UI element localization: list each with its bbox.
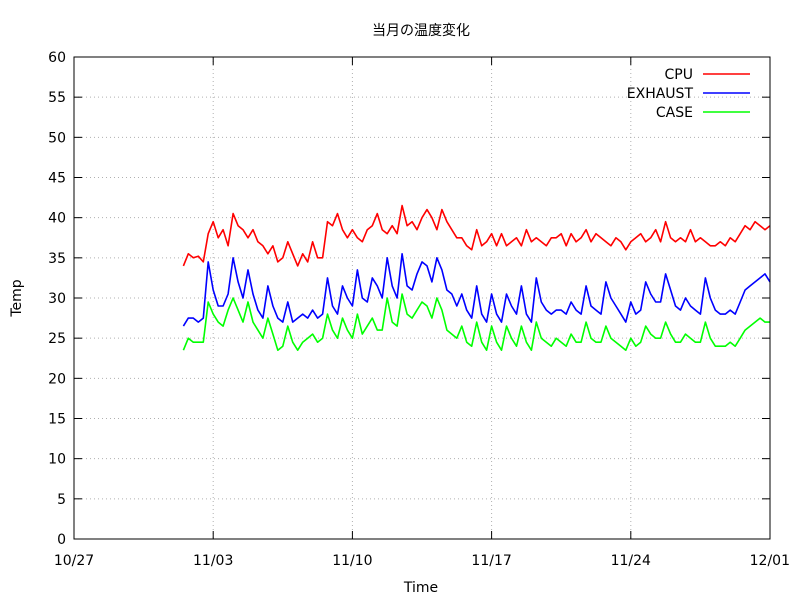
legend-label: EXHAUST [627, 86, 694, 102]
y-tick-label: 20 [48, 371, 66, 387]
y-tick-labels: 0 5 10 15 20 25 30 35 40 45 50 55 60 [48, 50, 66, 548]
y-axis-title: Temp [9, 279, 25, 317]
chart-title: 当月の温度変化 [372, 22, 470, 39]
series-lines [182, 204, 771, 352]
y-tick-label: 45 [48, 171, 66, 187]
x-tick-label: 11/10 [332, 553, 372, 569]
x-tick-labels: 10/27 11/03 11/10 11/17 11/24 12/01 [54, 553, 790, 569]
series-line-case [182, 293, 770, 352]
axis-ticks [73, 56, 771, 540]
x-tick-label: 12/01 [750, 553, 790, 569]
series-line-exhaust [182, 253, 771, 327]
y-tick-label: 10 [48, 452, 66, 468]
x-tick-label: 11/03 [193, 553, 233, 569]
y-tick-label: 25 [48, 331, 66, 347]
y-tick-label: 35 [48, 251, 66, 267]
y-tick-label: 40 [48, 211, 66, 227]
x-tick-label: 10/27 [54, 553, 94, 569]
y-tick-label: 50 [48, 130, 66, 146]
y-tick-label: 15 [48, 412, 66, 428]
x-tick-label: 11/24 [611, 553, 651, 569]
legend: CPU EXHAUST CASE [627, 67, 750, 121]
legend-label: CASE [656, 105, 693, 121]
y-tick-label: 5 [57, 492, 66, 508]
x-axis-title: Time [403, 580, 438, 596]
y-tick-label: 30 [48, 291, 66, 307]
series-line-cpu [182, 204, 771, 267]
legend-label: CPU [665, 67, 693, 83]
y-tick-label: 55 [48, 90, 66, 106]
y-tick-label: 60 [48, 50, 66, 66]
grid-lines [74, 57, 770, 539]
y-tick-label: 0 [57, 532, 66, 548]
x-tick-label: 11/17 [471, 553, 511, 569]
